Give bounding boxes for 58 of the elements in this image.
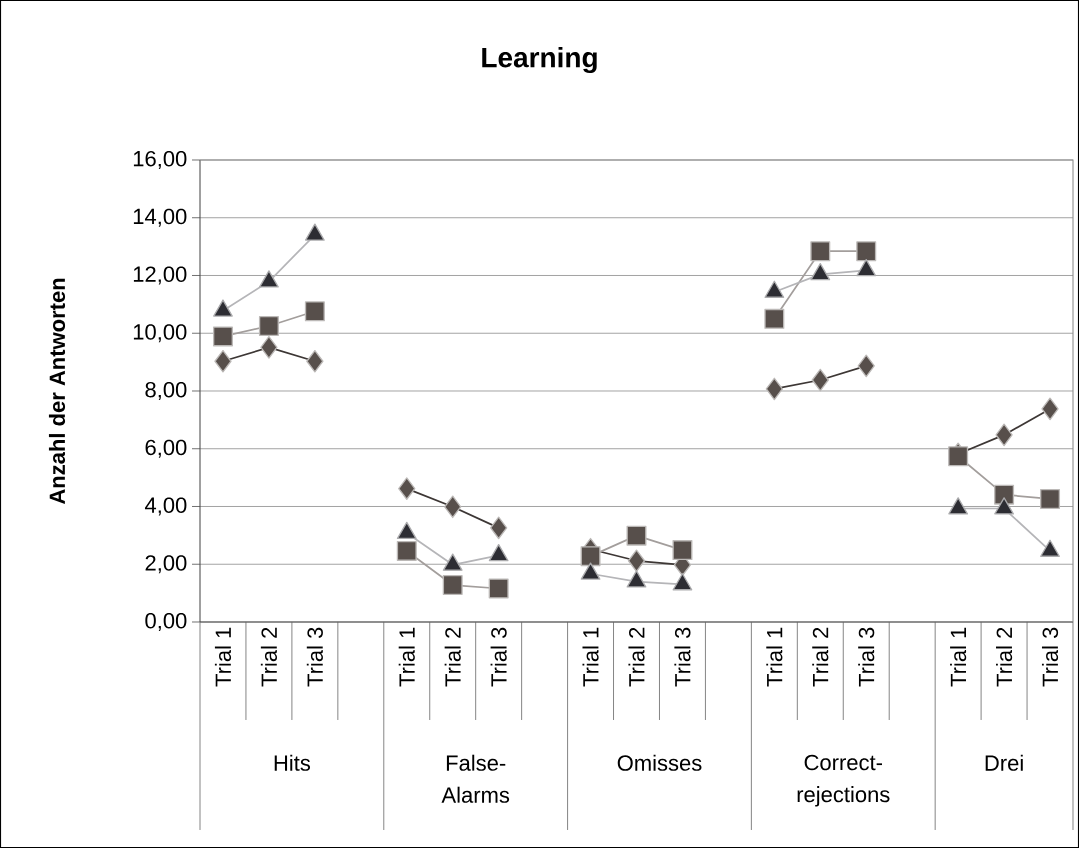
y-tick-label: 2,00	[145, 555, 187, 574]
point	[444, 495, 462, 519]
point	[765, 377, 784, 401]
x-tick-label: Trial 2	[628, 627, 645, 687]
y-axis-title: Anzahl der Antworten	[48, 278, 66, 505]
text: Hits	[274, 754, 311, 771]
x-tick-label: Trial 2	[260, 627, 277, 687]
y-tick-label: 6,00	[145, 439, 187, 458]
chart-title: Learning	[482, 46, 597, 74]
point	[857, 354, 875, 378]
point	[260, 336, 278, 359]
x-tick-label: Trial 2	[996, 627, 1013, 687]
y-tick-label: 16,00	[133, 150, 187, 170]
text: Correct-rejections	[797, 754, 890, 807]
point	[1041, 397, 1059, 421]
point	[489, 516, 508, 540]
x-tick-label: Trial 1	[214, 627, 232, 687]
point	[764, 308, 785, 329]
point	[995, 423, 1013, 447]
x-tick-label: Trial 3	[858, 627, 875, 687]
point	[396, 540, 417, 561]
text: False-Alarms	[441, 754, 510, 803]
point	[304, 301, 325, 322]
point	[214, 349, 232, 373]
x-tick-label: Trial 1	[950, 627, 967, 687]
point	[811, 368, 829, 392]
x-tick-label: Trial 3	[674, 627, 691, 687]
point	[948, 446, 969, 467]
x-tick-label: Trial 2	[444, 627, 461, 687]
point	[627, 549, 646, 573]
text: Drei	[985, 754, 1023, 771]
x-tick-label: Trial 3	[306, 627, 323, 687]
y-tick-label: 12,00	[133, 266, 187, 285]
point	[626, 525, 647, 546]
y-tick-label: 14,00	[133, 208, 187, 227]
y-tick-label: 10,00	[133, 324, 187, 343]
point	[442, 575, 463, 596]
point	[306, 349, 324, 373]
x-tick-label: Trial 2	[812, 627, 829, 687]
point	[398, 477, 416, 500]
x-tick-label: Trial 3	[490, 627, 507, 687]
point	[258, 316, 279, 337]
point	[994, 484, 1015, 505]
y-tick-label: 0,00	[145, 612, 187, 632]
point	[672, 540, 693, 561]
point	[212, 326, 233, 347]
point	[488, 578, 509, 599]
x-tick-label: Trial 1	[582, 627, 599, 687]
text: Omisses	[617, 754, 702, 771]
point	[810, 241, 831, 262]
x-tick-label: Trial 1	[398, 627, 415, 687]
point	[1040, 488, 1061, 509]
y-tick-label: 4,00	[144, 497, 187, 516]
x-tick-label: Trial 3	[1041, 627, 1059, 687]
y-tick-label: 8,00	[145, 381, 187, 401]
point	[580, 546, 601, 567]
point	[856, 241, 877, 262]
x-tick-label: Trial 1	[766, 627, 783, 687]
